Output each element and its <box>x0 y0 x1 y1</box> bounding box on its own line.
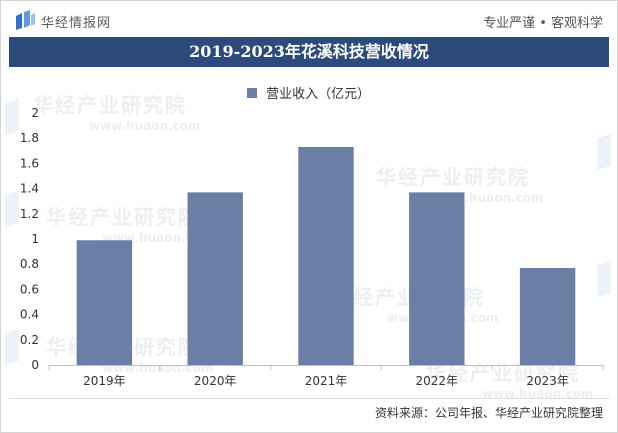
y-tick-label-10: 2 <box>31 106 39 120</box>
x-tick-label-2022: 2022年 <box>416 374 459 388</box>
bar-2020 <box>187 192 243 365</box>
y-tick-label-8: 1.6 <box>20 156 39 170</box>
footer-divider <box>9 398 609 399</box>
x-tick-label-2019: 2019年 <box>83 374 126 388</box>
y-tick-label-3: 0.6 <box>20 282 39 296</box>
bar-2021 <box>298 147 354 365</box>
x-tick-label-2021: 2021年 <box>305 374 348 388</box>
x-tick-label-2023: 2023年 <box>526 374 569 388</box>
y-tick-label-7: 1.4 <box>20 182 39 196</box>
y-tick-label-9: 1.8 <box>20 131 39 145</box>
legend: 营业收入（亿元） <box>247 82 371 102</box>
legend-marker <box>247 87 257 98</box>
y-tick-label-1: 0.2 <box>20 333 39 347</box>
bar-chart: 0 0.2 0.4 0.6 0.8 1 1.2 1.4 1.6 1.8 2 2019年 2020年 202… <box>20 106 604 388</box>
bar-2022 <box>409 192 465 365</box>
y-tick-label-5: 1 <box>31 232 39 246</box>
y-tick-label-2: 0.4 <box>20 308 39 322</box>
bar-2019 <box>76 240 133 365</box>
header-slogan: 专业严谨 • 客观科学 <box>483 16 603 31</box>
bar-2023 <box>519 267 576 365</box>
y-tick-label-0: 0 <box>31 358 39 372</box>
x-tick-label-2020: 2020年 <box>194 374 237 388</box>
y-tick-label-4: 0.8 <box>20 257 39 271</box>
y-tick-label-6: 1.2 <box>20 207 39 221</box>
huaon-logo-icon <box>16 10 35 30</box>
source-note: 资料来源：公司年报、华经产业研究院整理 <box>374 406 603 420</box>
legend-label: 营业收入（亿元） <box>266 87 371 102</box>
chart-title: 2019-2023年花溪科技营收情况 <box>189 42 429 61</box>
title-bar: 2019-2023年花溪科技营收情况 <box>9 37 609 67</box>
logo-text: 华经情报网 <box>41 16 112 31</box>
